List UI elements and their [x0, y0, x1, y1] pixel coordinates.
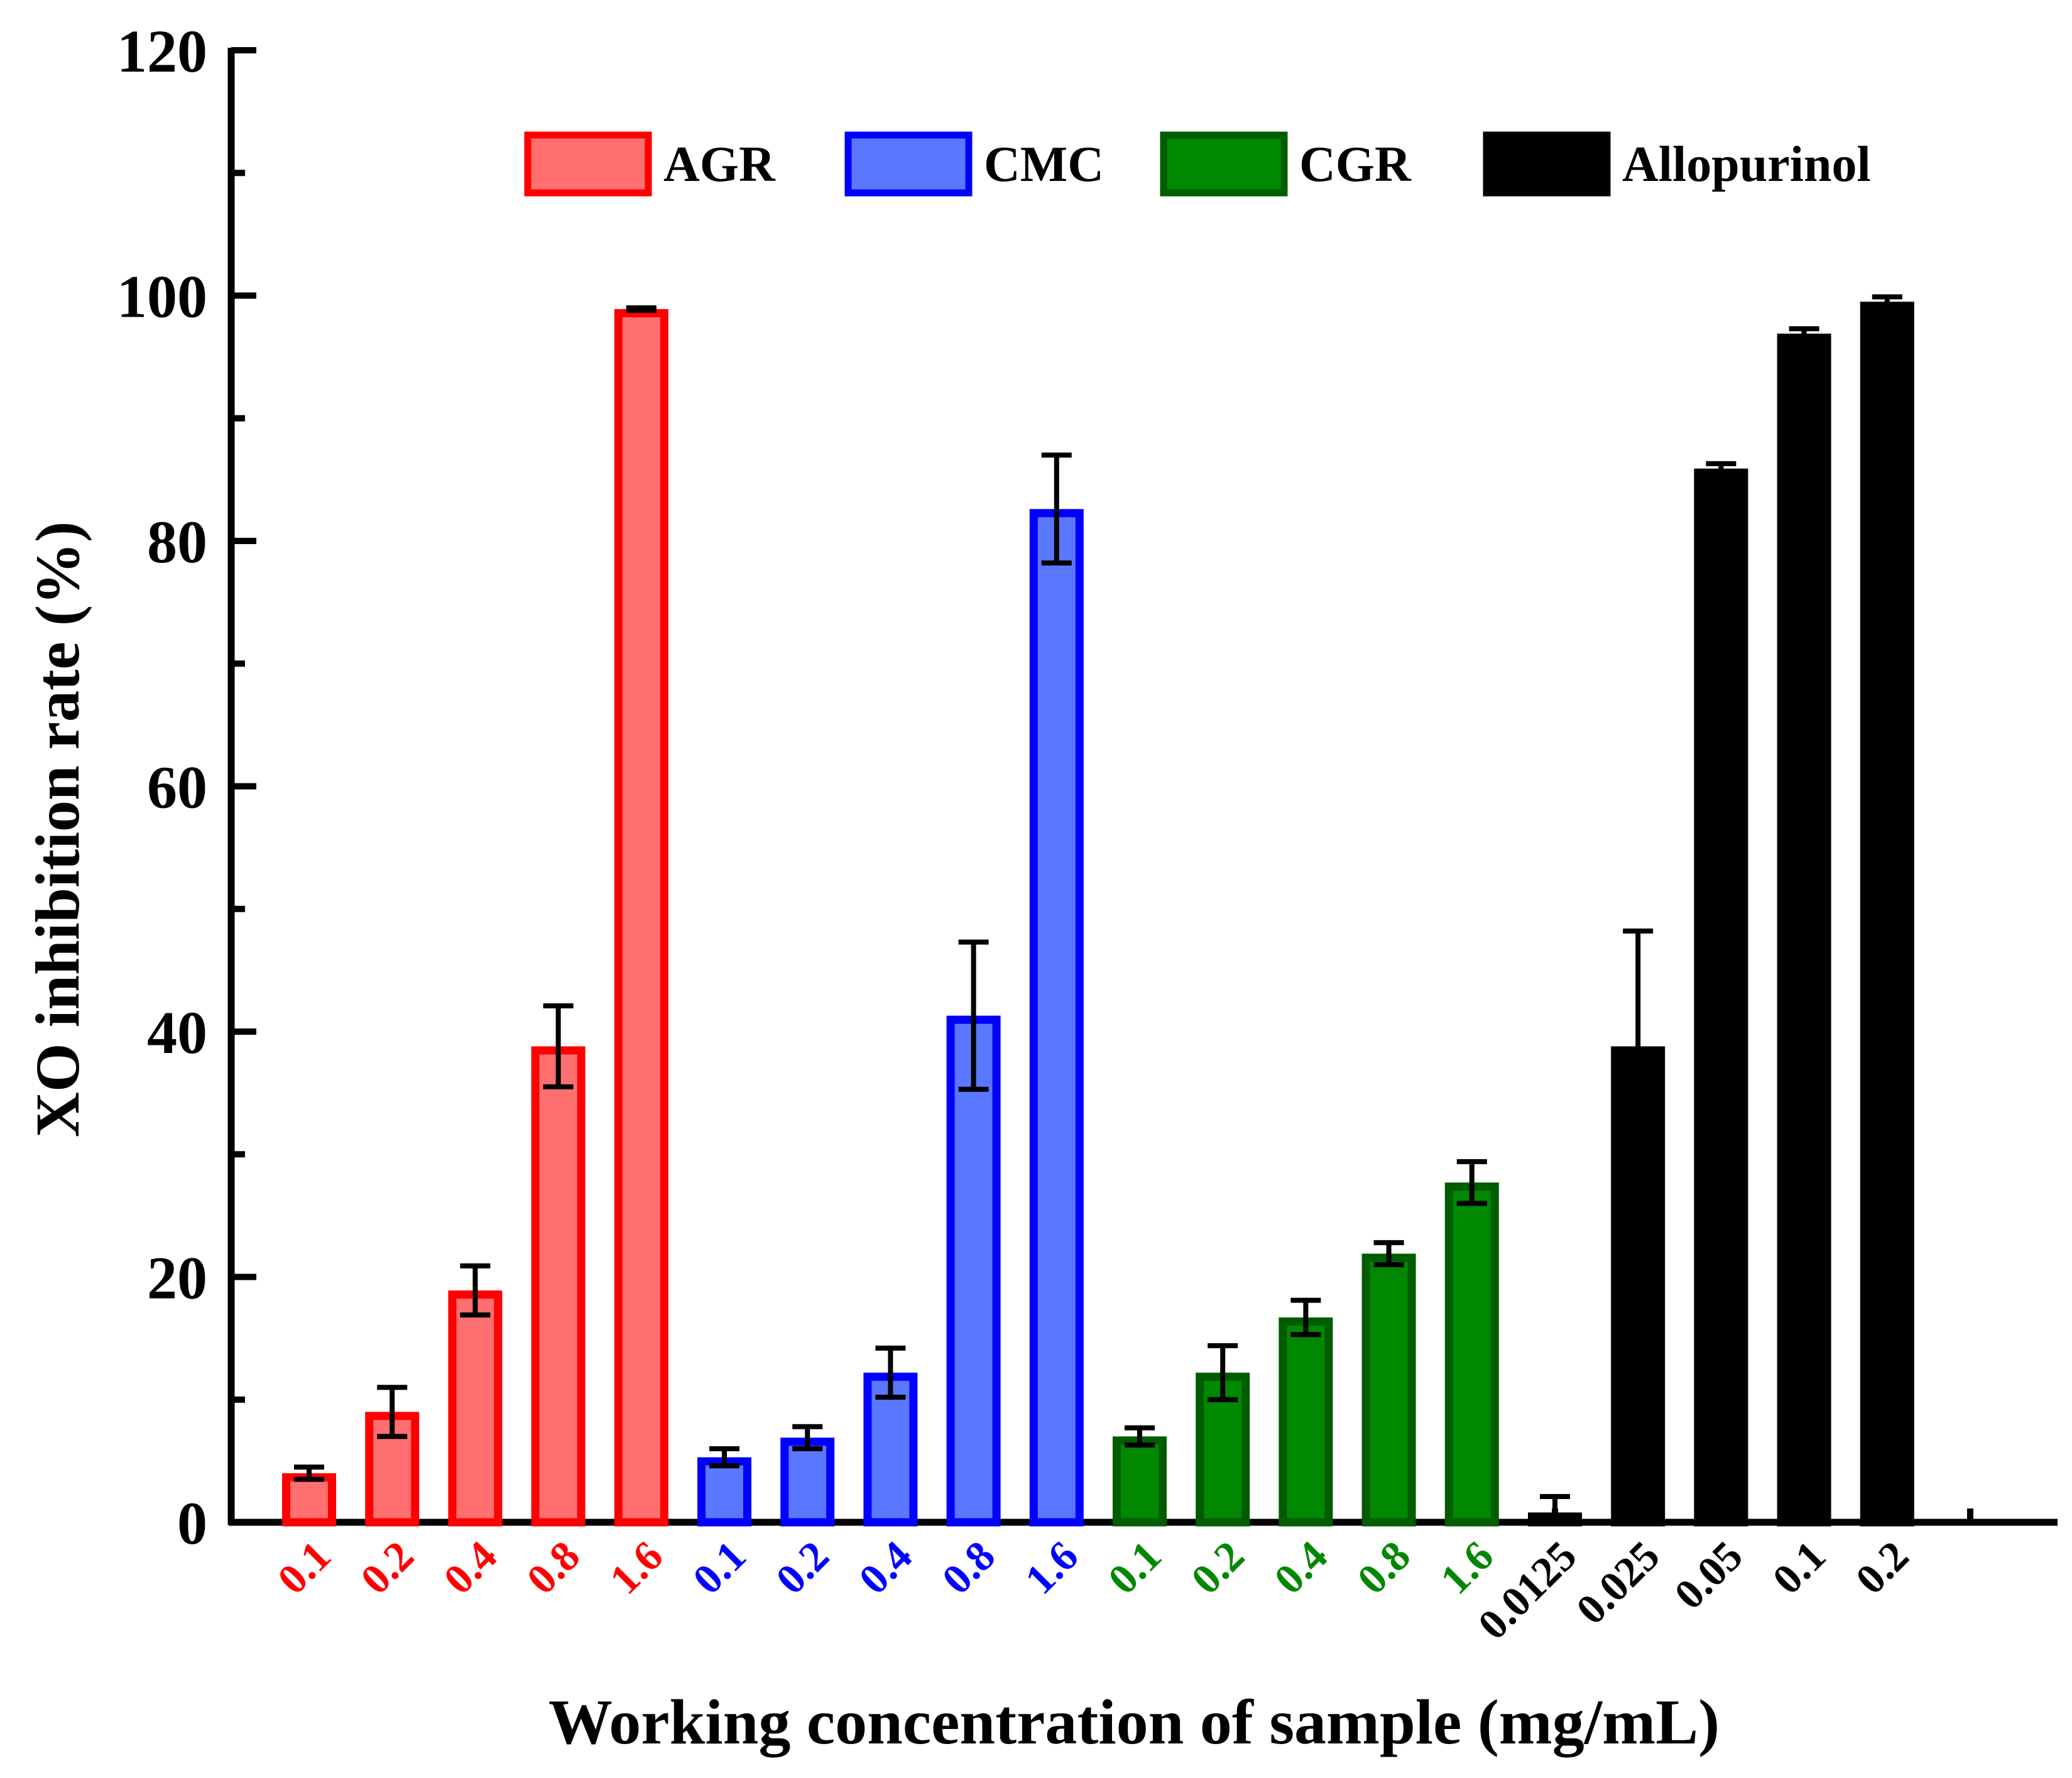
legend-label-agr: AGR	[663, 137, 776, 192]
bar-cgr-1.6	[1444, 1182, 1499, 1527]
bar-agr-0.8	[531, 1046, 586, 1527]
bar-cmc-0.2	[780, 1437, 835, 1527]
x-tick-label: 0.2	[351, 1532, 423, 1603]
legend: AGR CMC CGR Allopurinol	[524, 131, 1871, 197]
x-tick-label: 0.4	[434, 1532, 506, 1603]
bars	[282, 302, 1914, 1527]
y-axis-title: XO inhibition rate (%)	[23, 521, 92, 1138]
legend-swatch-agr	[524, 131, 652, 197]
error-bars	[294, 294, 1902, 1525]
x-tick-label: 0.8	[517, 1532, 589, 1603]
x-tick-label: 0.4	[849, 1532, 921, 1603]
bar-cgr-0.4	[1279, 1317, 1333, 1527]
x-tick-label: 0.1	[684, 1532, 755, 1603]
x-tick-label: 0.025	[1567, 1532, 1669, 1633]
bar-allopurinol-0.05	[1694, 468, 1748, 1527]
bar-agr-1.6	[614, 308, 668, 1527]
x-tick-label: 0.2	[1846, 1532, 1918, 1603]
x-tick-label: 0.4	[1265, 1532, 1336, 1603]
bar-cmc-0.1	[697, 1457, 751, 1527]
x-tick-label: 1.6	[1016, 1532, 1088, 1603]
bar-allopurinol-0.2	[1860, 302, 1914, 1527]
x-tick-label: 1.6	[601, 1532, 672, 1603]
bar-agr-0.4	[448, 1290, 503, 1527]
x-tick-label: 0.2	[766, 1532, 838, 1603]
x-tick-label: 0.1	[268, 1532, 340, 1603]
legend-label-allopurinol: Allopurinol	[1622, 137, 1871, 192]
bar-cgr-0.8	[1361, 1253, 1416, 1527]
x-tick-label: 0.05	[1665, 1532, 1752, 1618]
x-axis-title: Working concentration of sample (mg/mL)	[548, 1687, 1720, 1758]
x-tick-label: 0.8	[1348, 1532, 1419, 1603]
bar-cmc-0.8	[946, 1015, 1001, 1527]
legend-label-cmc: CMC	[984, 137, 1104, 192]
y-tick-label: 100	[117, 263, 207, 330]
axis-labels: XO inhibition rate (%) Working concentra…	[23, 521, 1720, 1758]
bar-cmc-1.6	[1029, 509, 1084, 1527]
bar-cmc-0.4	[863, 1372, 918, 1527]
bar-cgr-0.1	[1113, 1436, 1167, 1527]
y-tick-label: 60	[147, 754, 207, 821]
x-tick-label: 0.8	[932, 1532, 1004, 1603]
x-tick-label: 0.1	[1763, 1532, 1835, 1603]
x-tick-label: 0.1	[1099, 1532, 1170, 1603]
y-tick-label: 0	[177, 1490, 207, 1557]
bar-allopurinol-0.1	[1777, 334, 1831, 1527]
y-tick-label: 20	[147, 1245, 207, 1312]
legend-swatch-cgr	[1160, 131, 1288, 197]
legend-swatch-allopurinol	[1483, 131, 1611, 197]
y-tick-label: 80	[147, 508, 207, 575]
y-tick-label: 40	[147, 999, 207, 1066]
x-tick-label: 0.2	[1182, 1532, 1253, 1603]
bar-agr-0.1	[282, 1473, 336, 1527]
legend-swatch-cmc	[844, 131, 973, 197]
y-tick-label: 120	[117, 18, 207, 85]
legend-label-cgr: CGR	[1299, 137, 1412, 192]
